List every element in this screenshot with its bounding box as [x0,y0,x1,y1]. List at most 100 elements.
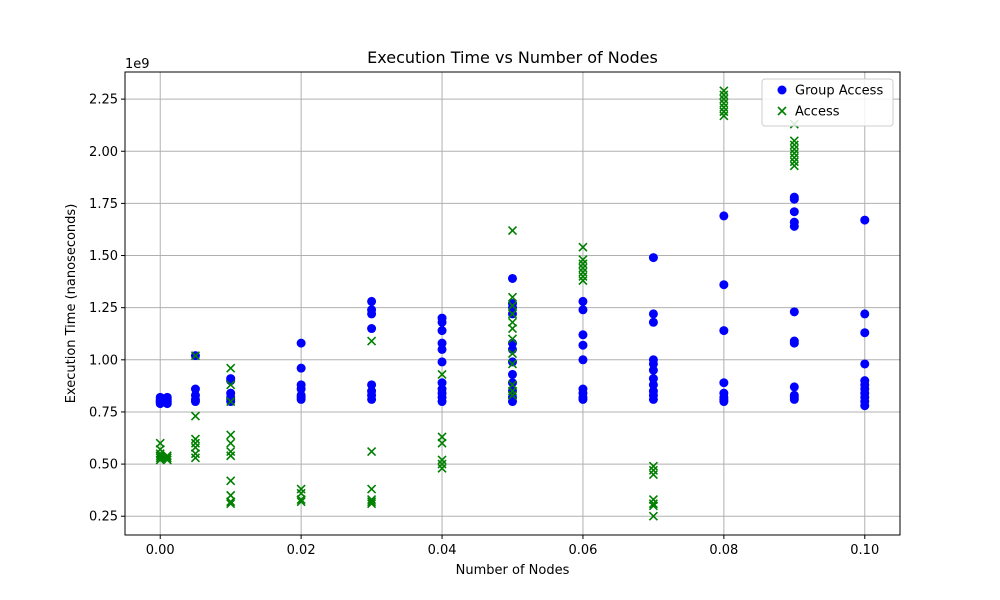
access-point [437,369,447,379]
group-access-point [367,309,377,319]
group-access-point [508,378,517,388]
access-point [437,459,447,469]
group-access-point [789,207,799,217]
access-point [648,501,658,511]
x-tick-label: 0.10 [850,543,879,558]
access-point [367,494,377,505]
y-axis-label: Execution Time (nanoseconds) [64,204,79,404]
access-point [507,292,518,302]
access-point [719,107,729,117]
group-access-point [789,221,799,231]
group-access-point [508,273,517,283]
y-tick-label: 1.25 [89,301,118,316]
group-access-point [789,382,799,392]
access-point [226,497,236,507]
group-access-point [578,305,588,315]
group-access-point [860,215,870,225]
access-point [578,259,588,269]
access-point [367,484,377,494]
x-axis-label: Number of Nodes [456,563,570,578]
access-point [789,148,799,158]
access-point [507,323,518,334]
group-access-point [367,324,377,334]
group-access-point [578,296,588,306]
access-point [507,301,518,311]
access-point [578,267,588,277]
access-point [507,225,518,236]
group-access-point [719,397,729,407]
group-access-point [789,394,799,404]
access-point [190,434,201,444]
group-access-point [155,397,165,407]
legend-access-label: Access [795,105,840,120]
chart-title: Execution Time vs Number of Nodes [367,48,658,67]
access-point [226,396,236,407]
group-access-point [719,280,729,290]
group-access-point [860,309,870,319]
access-point [162,455,172,465]
y-tick-label: 1.75 [89,197,118,212]
group-access-point [648,309,658,319]
legend: Group Access Access [761,78,894,127]
group-access-point [648,394,658,404]
x-tick-label: 0.00 [146,543,175,558]
access-point [162,453,172,463]
group-access-point [367,394,377,404]
group-access-point [296,363,306,373]
access-point [190,351,201,361]
access-point [789,136,799,146]
access-point [437,463,447,473]
access-point [719,86,729,96]
y-tick-label: 0.50 [89,458,118,473]
group-access-point [437,344,447,354]
group-access-point [190,397,200,407]
y-tick-label: 2.00 [89,145,118,160]
access-point [507,309,518,319]
access-point [648,511,658,521]
group-access-point [860,328,870,338]
access-point [367,499,377,509]
group-access-point [578,340,588,350]
access-point [719,94,729,104]
group-access-point [296,394,306,404]
access-point [507,359,518,369]
group-access-point [162,397,172,407]
y-tick-label: 0.75 [89,405,118,420]
access-point [578,255,588,265]
access-point [155,453,165,463]
access-point [367,447,377,457]
legend-box [761,78,894,127]
access-point [719,90,729,100]
group-access-point [437,338,447,348]
access-point [226,476,236,486]
access-point [296,497,306,507]
group-access-point [437,378,447,388]
access-point [719,102,729,113]
x-tick-label: 0.04 [428,543,457,558]
y-tick-label: 1.50 [89,249,118,264]
group-access-point [860,401,870,411]
x-tick-label: 0.02 [287,543,316,558]
y-tick-label: 1.00 [89,353,118,368]
access-point [789,152,799,163]
access-point [190,438,201,448]
group-access-point [437,326,447,336]
access-point [789,157,799,167]
access-point [648,461,658,471]
group-access-point [648,380,658,390]
access-point [719,98,729,108]
legend-access-marker [777,106,787,116]
access-point [507,334,518,344]
group-access-point [296,384,306,394]
access-point [367,336,377,346]
group-access-point [437,317,447,327]
axis-ticks: 0.00 0.02 0.04 0.06 0.08 0.10 0.25 0.50 0.75 1.00… [89,93,879,558]
group-access-point [648,317,658,327]
group-access-point [508,397,517,407]
access-point [507,390,518,400]
access-point [507,348,518,359]
data-points [155,86,870,521]
group-access-point [648,365,658,375]
y-offset-label: 1e9 [125,57,150,72]
